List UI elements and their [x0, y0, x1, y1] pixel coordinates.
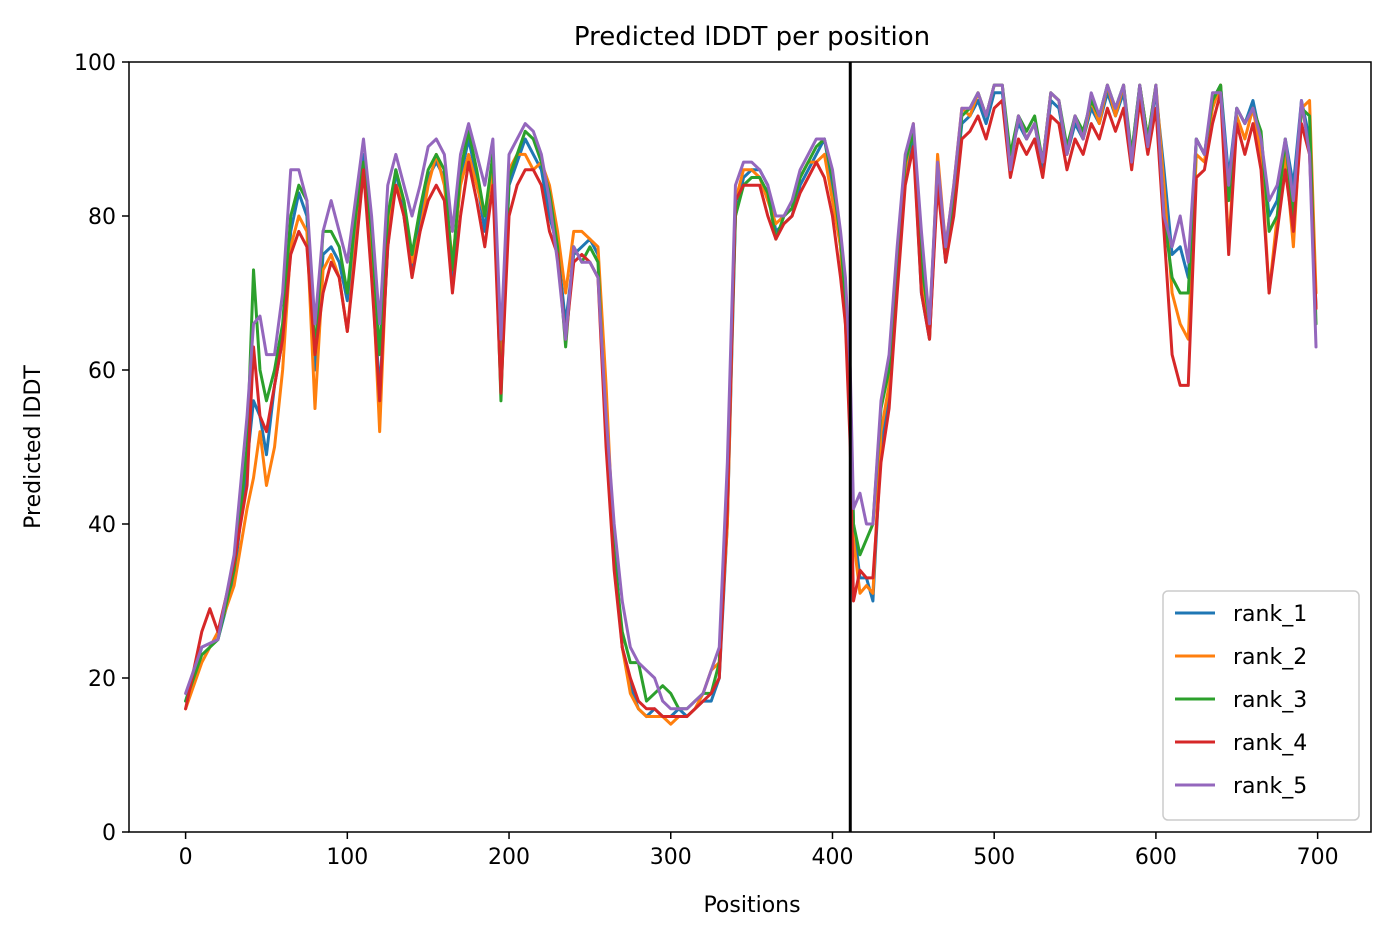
legend-label: rank_5: [1233, 774, 1307, 799]
legend-label: rank_1: [1233, 602, 1307, 627]
legend-label: rank_3: [1233, 688, 1307, 713]
legend-box: [1162, 590, 1360, 821]
x-tick-label: 100: [326, 845, 368, 870]
series-layer: [184, 83, 1318, 726]
x-axis: 0 100 200 300 400 500 600 700: [179, 832, 1339, 870]
y-tick-label: 0: [102, 821, 116, 846]
x-tick-label: 400: [811, 845, 853, 870]
legend-label: rank_4: [1233, 731, 1307, 756]
plot-area: [128, 61, 1372, 833]
legend: rank_1 rank_2 rank_3 rank_4 rank_5: [1162, 590, 1360, 821]
y-tick-label: 80: [88, 205, 116, 230]
x-tick-label: 300: [650, 845, 692, 870]
y-tick-label: 100: [74, 51, 116, 76]
y-tick-label: 40: [88, 513, 116, 538]
x-tick-label: 0: [179, 845, 193, 870]
y-axis: 0 20 40 60 80 100: [74, 51, 129, 846]
x-tick-label: 500: [973, 845, 1015, 870]
legend-label: rank_2: [1233, 645, 1307, 670]
x-axis-label: Positions: [703, 893, 800, 918]
chart-title: Predicted lDDT per position: [574, 22, 930, 52]
x-tick-label: 600: [1135, 845, 1177, 870]
series-line-rank-5: [184, 83, 1318, 711]
y-tick-label: 60: [88, 359, 116, 384]
x-tick-label: 700: [1297, 845, 1339, 870]
x-tick-label: 200: [488, 845, 530, 870]
y-tick-label: 20: [88, 667, 116, 692]
y-axis-label: Predicted lDDT: [21, 365, 46, 529]
